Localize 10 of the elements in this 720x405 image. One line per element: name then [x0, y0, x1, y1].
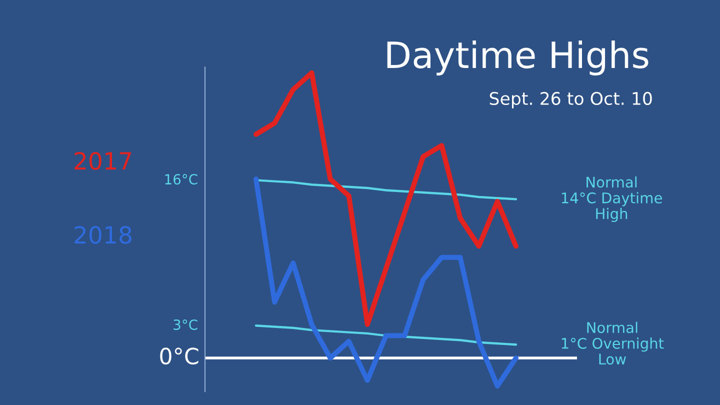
text: Normal 1°C Overnight Low [562, 322, 664, 365]
text: 2017 [74, 152, 131, 170]
y-tick-label: 16°C [165, 174, 198, 185]
y-tick-label: 3°C [174, 319, 198, 330]
text: 2018 [74, 226, 132, 244]
line-series [254, 324, 518, 346]
text: Sept. 26 to Oct. 10 [490, 92, 652, 108]
text: Normal 14°C Daytime High [562, 176, 662, 222]
chart-title: Daytime Highs [387, 40, 648, 76]
ref-line-label: 0°C [160, 348, 198, 364]
